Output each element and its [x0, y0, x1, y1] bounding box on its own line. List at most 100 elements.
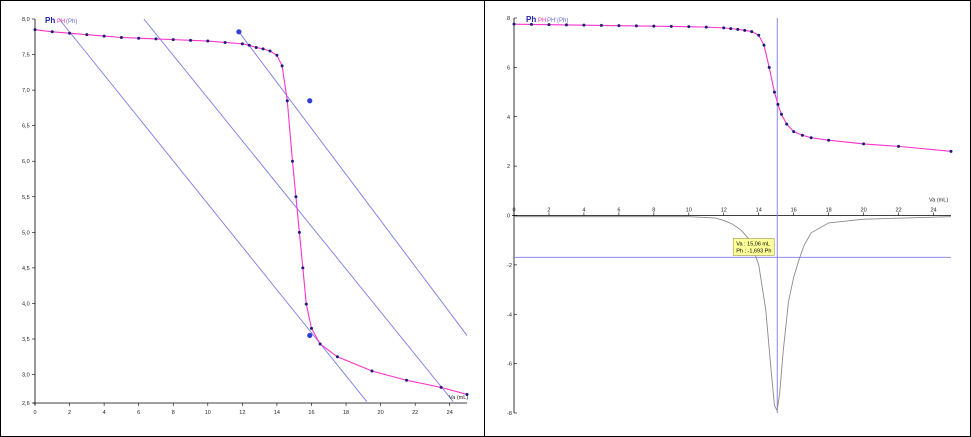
data-point [85, 33, 89, 37]
data-point [634, 24, 638, 28]
data-point [240, 42, 244, 46]
y-tick-label: 2,6 [22, 401, 30, 407]
data-point [862, 142, 866, 146]
y-tick-label: 5,5 [22, 195, 30, 201]
legend-entry-ph-paren: (Ph) [66, 19, 77, 25]
data-point [809, 136, 813, 140]
y-tick-label: 6 [507, 65, 510, 71]
x-tick-label: 22 [412, 410, 418, 416]
data-point [617, 24, 621, 28]
data-point [154, 37, 158, 41]
y-tick-label: 3,0 [22, 373, 30, 379]
data-point [652, 24, 656, 28]
data-point [318, 342, 322, 346]
x-tick-label: 12 [721, 208, 727, 214]
x-tick-label: 0 [512, 208, 515, 214]
ph-curve [34, 29, 468, 395]
data-point [294, 195, 298, 199]
x-tick-label: 2 [547, 208, 550, 214]
y-tick-label: 4 [507, 115, 510, 121]
y-tick-label: 3,5 [22, 337, 30, 343]
data-point [547, 23, 551, 27]
data-point [564, 23, 568, 27]
tangent-line [58, 18, 368, 402]
tangent-point [236, 29, 242, 35]
tooltip-line-va: Va : 15,06 mL [736, 242, 770, 248]
legend-symbol: Ph [526, 15, 536, 24]
x-tick-label: 20 [378, 410, 384, 416]
data-point [206, 39, 210, 43]
data-point [767, 65, 771, 69]
data-point [776, 102, 780, 106]
legend-entry-ph: PH [538, 18, 546, 24]
data-point [729, 27, 733, 31]
data-point [897, 144, 901, 148]
data-point [704, 25, 708, 29]
x-tick-label: 8 [652, 208, 655, 214]
data-point [119, 35, 123, 39]
y-tick-label: -2 [507, 263, 512, 269]
x-tick-label: 14 [756, 208, 762, 214]
tooltip-line-ph: Ph : -1,693 Ph [736, 249, 771, 255]
data-point [102, 34, 106, 38]
y-tick-label: 2 [507, 164, 510, 170]
data-point [297, 230, 301, 234]
data-point [309, 326, 313, 330]
data-point [290, 159, 294, 163]
y-tick-label: 8,0 [22, 17, 30, 23]
data-point [599, 23, 603, 27]
value-tooltip [732, 238, 775, 256]
tangent-point [307, 98, 313, 104]
data-point [335, 355, 339, 359]
x-tick-label: 24 [447, 410, 453, 416]
y-tick-label: 6,5 [22, 124, 30, 130]
y-tick-label: -6 [507, 362, 512, 368]
data-point [268, 49, 272, 53]
tangent-line [143, 18, 454, 402]
data-point [582, 23, 586, 27]
data-point [669, 24, 673, 28]
data-point [439, 385, 443, 389]
tangent-line [238, 31, 468, 336]
ph-curve [513, 23, 952, 152]
data-point [68, 31, 72, 35]
x-tick-label: 10 [686, 208, 692, 214]
data-point [405, 378, 409, 382]
x-tick-label: 16 [791, 208, 797, 214]
chart-left: 0 2 4 6 8 10 12 14 16 18 20 22 242,63,03,54,04,55,05… [22, 16, 469, 416]
data-point [261, 47, 265, 51]
y-tick-label: 7,0 [22, 88, 30, 94]
data-point [50, 30, 54, 34]
x-tick-label: 24 [930, 208, 936, 214]
data-point [949, 149, 953, 153]
legend-symbol: Ph [45, 16, 55, 25]
data-point [280, 64, 284, 68]
data-point [189, 38, 193, 42]
x-tick-label: 10 [205, 410, 211, 416]
data-point [792, 130, 796, 134]
x-tick-label: 18 [343, 410, 349, 416]
data-point [785, 122, 789, 126]
x-tick-label: 18 [826, 208, 832, 214]
data-point [285, 99, 289, 103]
data-point [743, 28, 747, 32]
data-point [171, 38, 175, 42]
y-tick-label: 4,0 [22, 301, 30, 307]
legend-entry-ph-prime: PH' [547, 18, 556, 24]
x-tick-label: 20 [861, 208, 867, 214]
panel-divider [484, 0, 485, 437]
y-tick-label: -4 [507, 312, 512, 318]
data-point [275, 53, 279, 57]
x-tick-label: 8 [172, 410, 175, 416]
data-point [465, 392, 469, 396]
x-tick-label: 16 [308, 410, 314, 416]
y-tick-label: 4,5 [22, 266, 30, 272]
derivative-curve [514, 216, 952, 412]
data-point [762, 43, 766, 47]
x-tick-label: 0 [33, 410, 36, 416]
x-tick-label: 4 [103, 410, 106, 416]
y-tick-label: 5,0 [22, 230, 30, 236]
data-point [137, 36, 141, 40]
data-point [772, 90, 776, 94]
data-point [301, 266, 305, 270]
